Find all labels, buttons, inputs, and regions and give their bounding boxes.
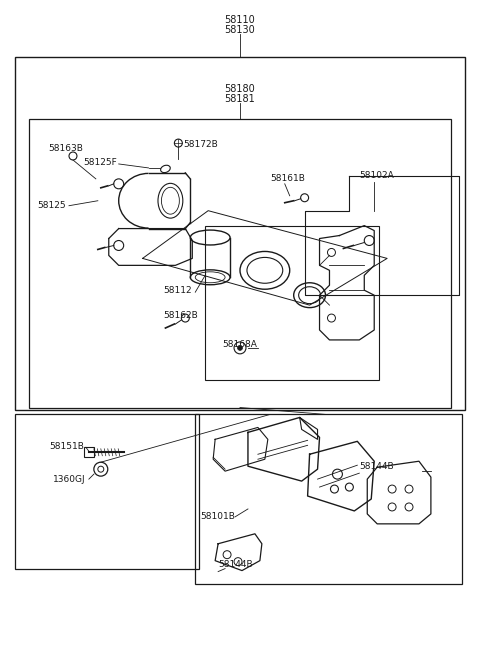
Text: 58144B: 58144B xyxy=(360,462,394,471)
Text: 58163B: 58163B xyxy=(48,143,83,153)
Bar xyxy=(15,56,465,409)
Text: 58162B: 58162B xyxy=(164,310,198,320)
Text: 58101B: 58101B xyxy=(200,512,235,521)
Text: 58168A: 58168A xyxy=(222,341,257,349)
Text: 58110: 58110 xyxy=(225,15,255,25)
Text: 58181: 58181 xyxy=(225,94,255,104)
Text: 58151B: 58151B xyxy=(49,442,84,451)
Bar xyxy=(29,119,451,407)
Text: 58144B: 58144B xyxy=(218,560,253,569)
Bar xyxy=(84,447,94,457)
Text: 58125: 58125 xyxy=(37,201,66,210)
Text: 1360GJ: 1360GJ xyxy=(53,475,86,483)
Text: 58180: 58180 xyxy=(225,84,255,94)
Text: 58112: 58112 xyxy=(164,286,192,295)
Text: 58172B: 58172B xyxy=(183,140,218,149)
Text: 58102A: 58102A xyxy=(360,172,394,180)
Circle shape xyxy=(238,345,242,350)
Bar xyxy=(195,415,462,584)
Text: 58161B: 58161B xyxy=(270,174,305,183)
Text: 58125F: 58125F xyxy=(83,159,117,168)
Bar xyxy=(15,415,199,569)
Bar xyxy=(205,225,379,380)
Text: 58130: 58130 xyxy=(225,25,255,35)
